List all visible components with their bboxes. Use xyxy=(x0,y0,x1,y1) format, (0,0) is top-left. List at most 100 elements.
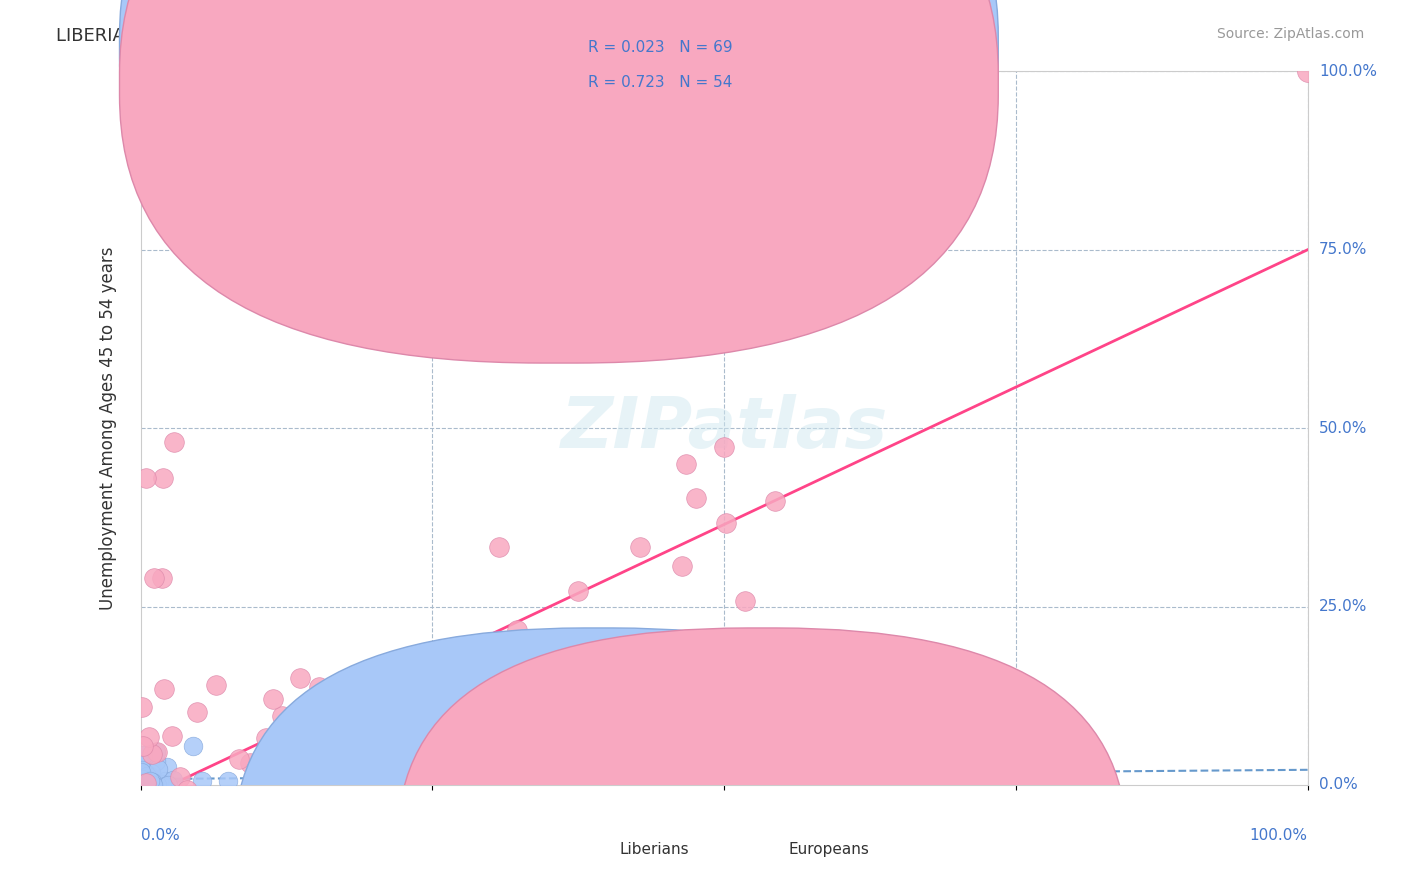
Point xyxy=(149,778,172,792)
Point xyxy=(156,760,179,774)
Point xyxy=(156,778,179,792)
Point xyxy=(160,729,183,743)
FancyBboxPatch shape xyxy=(398,628,1126,892)
Point xyxy=(150,777,173,791)
Point xyxy=(131,700,153,714)
Point xyxy=(191,774,214,789)
Point xyxy=(138,772,160,786)
Point xyxy=(134,766,156,780)
Point xyxy=(830,749,852,764)
Point xyxy=(308,680,330,694)
Point xyxy=(181,739,204,754)
Point xyxy=(129,777,152,791)
Point xyxy=(218,792,240,806)
Point xyxy=(271,709,294,723)
Point xyxy=(129,774,152,789)
Point xyxy=(132,778,155,792)
Point xyxy=(129,790,152,805)
Point xyxy=(134,778,156,792)
Point xyxy=(132,748,155,763)
Point xyxy=(135,773,157,788)
Point xyxy=(716,516,738,530)
Point xyxy=(153,792,176,806)
Point xyxy=(131,772,153,786)
Point xyxy=(343,681,366,695)
Point xyxy=(134,775,156,789)
Point xyxy=(153,774,176,789)
Text: 0.0%: 0.0% xyxy=(141,828,180,843)
Point xyxy=(138,730,160,744)
Point xyxy=(134,778,156,792)
Point xyxy=(162,773,184,788)
Point xyxy=(713,440,735,454)
Point xyxy=(132,778,155,792)
FancyBboxPatch shape xyxy=(233,628,963,892)
Point xyxy=(239,756,262,770)
Point xyxy=(138,768,160,782)
Text: 25.0%: 25.0% xyxy=(1319,599,1368,614)
Point xyxy=(146,745,169,759)
Point xyxy=(136,769,159,783)
Point xyxy=(319,745,342,759)
Point xyxy=(134,792,156,806)
Point xyxy=(138,777,160,791)
Point xyxy=(145,754,167,768)
Text: 0.0%: 0.0% xyxy=(1319,778,1358,792)
Point xyxy=(204,678,226,692)
Point xyxy=(169,770,191,784)
Point xyxy=(139,763,162,777)
Point xyxy=(135,776,157,790)
Point xyxy=(392,683,415,698)
Point xyxy=(139,778,162,792)
Point xyxy=(134,767,156,781)
Text: ZIPatlas: ZIPatlas xyxy=(561,393,887,463)
Point xyxy=(135,769,157,783)
Point xyxy=(254,731,277,745)
Point xyxy=(136,792,159,806)
Text: 50.0%: 50.0% xyxy=(1319,421,1368,435)
Point xyxy=(488,541,510,555)
Point xyxy=(506,623,529,637)
Point xyxy=(135,792,157,806)
Point xyxy=(129,776,152,790)
Point xyxy=(163,435,186,450)
Point xyxy=(135,792,157,806)
Point xyxy=(675,458,697,472)
Point xyxy=(129,778,152,792)
Point xyxy=(157,792,180,806)
Point xyxy=(734,594,756,608)
Point xyxy=(139,774,162,789)
Point xyxy=(141,775,163,789)
Text: LIBERIAN VS EUROPEAN UNEMPLOYMENT AMONG AGES 45 TO 54 YEARS CORRELATION CHART: LIBERIAN VS EUROPEAN UNEMPLOYMENT AMONG … xyxy=(56,27,911,45)
Point xyxy=(135,776,157,790)
Point xyxy=(129,775,152,789)
Point xyxy=(148,776,170,790)
Point xyxy=(139,772,162,786)
Text: 100.0%: 100.0% xyxy=(1319,64,1378,78)
Point xyxy=(143,777,166,791)
Point xyxy=(142,778,165,792)
Point xyxy=(132,771,155,785)
Point xyxy=(138,776,160,790)
Point xyxy=(628,540,651,554)
Point xyxy=(134,777,156,791)
Text: Liberians: Liberians xyxy=(619,842,689,856)
Point xyxy=(138,776,160,790)
Point xyxy=(131,739,153,753)
Text: R = 0.723   N = 54: R = 0.723 N = 54 xyxy=(588,76,733,90)
Point xyxy=(135,471,157,485)
Point xyxy=(141,775,163,789)
Point xyxy=(139,765,162,780)
Point xyxy=(150,571,173,585)
Point xyxy=(129,792,152,806)
Point xyxy=(136,774,159,789)
Point xyxy=(318,690,340,704)
Point xyxy=(671,558,693,573)
Point xyxy=(141,747,163,761)
Point xyxy=(141,775,163,789)
Point xyxy=(141,776,163,790)
Point xyxy=(290,671,312,685)
Point xyxy=(1296,64,1319,78)
Y-axis label: Unemployment Among Ages 45 to 54 years: Unemployment Among Ages 45 to 54 years xyxy=(98,246,117,610)
Point xyxy=(143,571,166,585)
